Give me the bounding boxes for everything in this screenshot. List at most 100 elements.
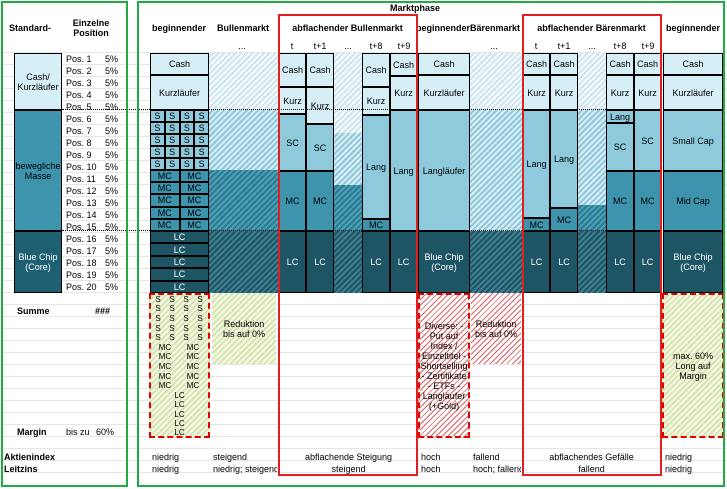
grid-row-line: [0, 364, 727, 365]
abflachender-baerenmarkt-frame: [522, 14, 662, 476]
position-label: Pos. 11: [66, 174, 96, 184]
s-cell: S: [164, 110, 180, 122]
margin-mc-cell: MC: [158, 371, 172, 381]
lc-cell: LC: [150, 280, 209, 293]
grid-row-line: [0, 460, 727, 461]
abear-t9-kurz: Kurz: [634, 75, 661, 110]
aktienindex-bear-begin: hoch: [421, 452, 441, 462]
position-row: Pos. 1 5%: [64, 53, 122, 65]
margin-mc-cell: MC: [158, 352, 172, 362]
leitzins-label: Leitzins: [4, 464, 38, 474]
phase-beginnender-bull: beginnender: [151, 23, 206, 33]
phase-beginnender-end: beginnender: [665, 23, 720, 33]
grid-row-line: [0, 304, 727, 305]
left-green-frame: [1, 1, 128, 487]
position-label: Pos. 10: [66, 162, 97, 172]
aktienindex-end: niedrig: [665, 452, 693, 462]
leitzins-bull: niedrig; steigend: [213, 464, 277, 474]
grid-row-line: [0, 52, 727, 53]
s-cell: S: [150, 134, 165, 146]
grid-row-line: [0, 472, 727, 473]
sub-bear-t1: t+1: [557, 41, 571, 51]
abear-t8-lc: LC: [606, 231, 634, 293]
margin-s-cell: S: [183, 294, 189, 304]
abull-t1-sc: SC: [306, 124, 334, 171]
position-row: Pos. 5 5%: [64, 101, 122, 113]
margin-mc-cell: MC: [186, 361, 200, 371]
grid-row-line: [0, 436, 727, 437]
margin-s-cell: S: [155, 304, 161, 314]
position-row: Pos. 20 5%: [64, 281, 122, 293]
sub-bull-dots2: ...: [344, 41, 352, 51]
bull-begin-mid-caps: MC MC MC MC MC MC MC MC MC MC: [150, 170, 209, 231]
position-label: Pos. 4: [66, 90, 92, 100]
margin-mc-cell: MC: [158, 342, 172, 352]
margin-mc-cell: MC: [186, 352, 200, 362]
s-cell: S: [150, 110, 165, 122]
abull-dots-hatch-mid: [334, 133, 362, 185]
abull-t8-cash: Cash: [362, 53, 390, 87]
aktienindex-begin: niedrig: [152, 452, 180, 462]
margin-lc-cell: LC: [174, 428, 185, 438]
right-green-frame: [137, 1, 725, 487]
bear-reduktion: Reduktion bis auf 0%: [471, 293, 521, 364]
leitzins-begin: niedrig: [152, 464, 180, 474]
end-begin-kurzlaeufer: Kurzläufer: [663, 75, 723, 110]
leitzins-abear: fallend: [578, 464, 605, 474]
abull-dots-hatch-top: [334, 53, 362, 133]
abull-t-sc: SC: [279, 114, 306, 171]
s-cell: S: [150, 146, 165, 158]
aktienindex-abear: abflachendes Gefälle: [549, 452, 634, 462]
margin-s-cell: S: [197, 313, 203, 323]
grid-row-line: [0, 316, 727, 317]
position-row: Pos. 17 5%: [64, 245, 122, 257]
s-cell: S: [179, 134, 195, 146]
abear-dots-hatch-top: [578, 53, 606, 110]
position-row: Pos. 15 5%: [64, 221, 122, 233]
abear-t-lang: Lang: [523, 110, 550, 218]
group-cash-kurzlaeufer: Cash/ Kurzläufer: [14, 53, 62, 110]
s-cell: S: [194, 134, 209, 146]
sub-bear-t: t: [534, 41, 538, 51]
position-list: Pos. 1 5% Pos. 2 5% Pos. 3 5% Pos. 4 5% Pos. 5 5%…: [64, 53, 122, 293]
position-label: Pos. 13: [66, 198, 97, 208]
position-row: Pos. 12 5%: [64, 185, 122, 197]
position-pct: 5%: [104, 222, 118, 232]
leitzins-abull: steigend: [331, 464, 366, 474]
position-label: Pos. 6: [66, 114, 92, 124]
margin-s-cell: S: [169, 313, 175, 323]
grid-row-line: [0, 400, 727, 401]
phase-abflachender-baerenmarkt: abflachender Bärenmarkt: [537, 23, 646, 33]
grid-row-line: [0, 448, 727, 449]
margin-s-cell: S: [197, 333, 203, 343]
s-cell: S: [194, 158, 209, 170]
s-cell: S: [194, 122, 209, 134]
position-pct: 5%: [104, 174, 118, 184]
position-row: Pos. 3 5%: [64, 77, 122, 89]
margin-label: Margin: [17, 427, 47, 437]
bull-hatch-cash: [209, 53, 279, 110]
position-label: Pos. 8: [66, 138, 92, 148]
end-begin-mid-cap: Mid Cap: [663, 171, 723, 231]
position-pct: 5%: [104, 162, 118, 172]
margin-s-cell: S: [155, 294, 161, 304]
lc-cell: LC: [150, 268, 209, 281]
phase-baerenmarkt: Bärenmarkt: [469, 23, 521, 33]
bear-begin-langlaeufer: Langläufer: [418, 110, 470, 231]
bull-reduktion: Reduktion bis auf 0%: [212, 293, 276, 364]
abear-t1-cash: Cash: [550, 53, 578, 75]
mc-cell: MC: [150, 182, 180, 195]
margin-s-cell: S: [169, 304, 175, 314]
position-pct: 5%: [104, 78, 118, 88]
abull-t8-kurz: Kurz: [362, 87, 390, 115]
margin-lc-cell: LC: [174, 418, 185, 428]
sub-bear-t9: t+9: [641, 41, 655, 51]
abull-t-lc: LC: [279, 231, 306, 293]
position-row: Pos. 9 5%: [64, 149, 122, 161]
position-label: Pos. 20: [66, 282, 97, 292]
position-row: Pos. 13 5%: [64, 197, 122, 209]
position-pct: 5%: [104, 246, 118, 256]
bear-hatch-lc: [470, 231, 522, 293]
end-begin-small-cap: Small Cap: [663, 110, 723, 171]
end-begin-cash: Cash: [663, 53, 723, 75]
